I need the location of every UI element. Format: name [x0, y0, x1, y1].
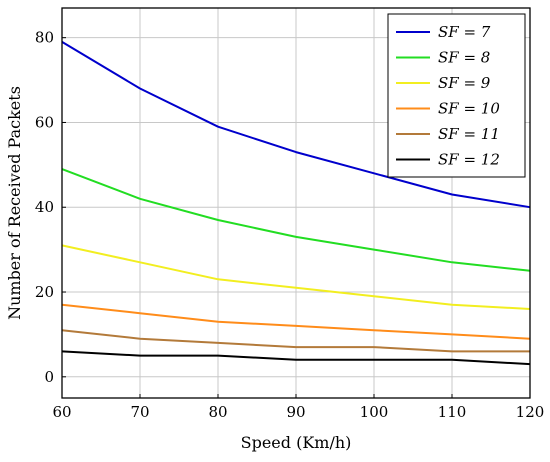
series-line-4: [61, 303, 531, 340]
series-line-1: [61, 41, 531, 209]
x-tick-label: 120: [516, 403, 545, 421]
x-axis-label: Speed (Km/h): [241, 433, 352, 452]
series-lines: [61, 41, 531, 366]
y-tick-label: 20: [35, 283, 54, 301]
series-line-6: [61, 350, 531, 366]
legend-entry: SF = 11: [438, 125, 500, 143]
y-tick-label: 0: [44, 368, 54, 386]
x-tick-label: 90: [286, 403, 305, 421]
legend-entry: SF = 10: [438, 100, 500, 118]
x-ticks: 60 70 80 90 100 110 120: [52, 394, 544, 421]
x-tick-label: 60: [52, 403, 71, 421]
y-tick-label: 60: [35, 113, 54, 131]
x-tick-label: 80: [208, 403, 227, 421]
series-line-3: [61, 244, 531, 310]
legend-entry: SF = 12: [438, 151, 500, 169]
legend-entry: SF = 7: [438, 23, 491, 41]
y-tick-label: 40: [35, 198, 54, 216]
y-tick-label: 80: [35, 29, 54, 47]
x-tick-label: 110: [438, 403, 467, 421]
y-axis-label: Number of Received Packets: [5, 86, 24, 320]
series-line-5: [61, 329, 530, 353]
series-line-2: [61, 168, 531, 272]
x-tick-label: 100: [360, 403, 389, 421]
legend-entry: SF = 8: [438, 49, 490, 67]
y-ticks: 0 20 40 60 80: [35, 29, 66, 386]
legend: SF = 7 SF = 8 SF = 9 SF = 10 SF = 11 SF = 12: [387, 13, 526, 178]
legend-entry: SF = 9: [438, 74, 491, 92]
legend-box: [387, 13, 526, 178]
x-tick-label: 70: [130, 403, 149, 421]
